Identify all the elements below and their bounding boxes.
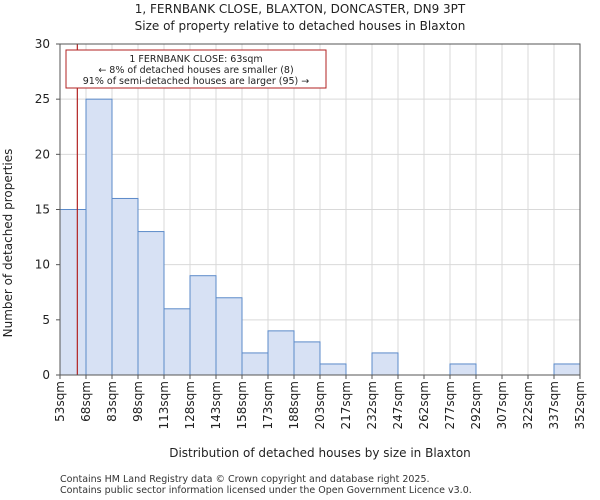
x-tick-label: 173sqm (261, 381, 275, 429)
y-tick-label: 15 (35, 203, 50, 217)
bar (449, 363, 477, 376)
annotation-line: ← 8% of detached houses are smaller (8) (98, 65, 293, 76)
y-tick-labels: 0 5 10 15 20 25 30 (35, 37, 50, 382)
x-tick-label: 232sqm (365, 381, 379, 429)
x-tick-label: 98sqm (131, 381, 145, 422)
x-tick-label: 292sqm (469, 381, 483, 429)
x-tick-label: 203sqm (313, 381, 327, 429)
axes (56, 43, 581, 379)
chart-title-line2: Size of property relative to detached ho… (134, 19, 466, 33)
bar (293, 341, 321, 376)
x-tick-label: 143sqm (209, 381, 223, 429)
bar (553, 363, 581, 376)
annotation-box (65, 49, 327, 89)
bar (137, 231, 165, 376)
bar (85, 98, 113, 376)
x-tick-label: 277sqm (443, 381, 457, 429)
y-tick-label: 5 (42, 313, 50, 327)
x-tick-label: 128sqm (183, 381, 197, 429)
bar (215, 297, 243, 376)
x-tick-label: 337sqm (547, 381, 561, 429)
x-tick-label: 307sqm (495, 381, 509, 429)
annotation-line: 1 FERNBANK CLOSE: 63sqm (129, 54, 262, 65)
x-tick-label: 83sqm (105, 381, 119, 422)
x-axis-label: Distribution of detached houses by size … (169, 446, 471, 460)
x-tick-label: 262sqm (417, 381, 431, 429)
bar (267, 330, 295, 376)
bar (319, 363, 347, 376)
x-tick-labels: 53sqm 68sqm 83sqm 98sqm 113sqm 128sqm 143sqm 15… (53, 381, 587, 429)
y-axis-label: Number of detached properties (1, 149, 15, 338)
property-marker: 1 FERNBANK CLOSE: 63sqm← 8% of detached … (65, 44, 327, 375)
y-tick-label: 0 (42, 368, 50, 382)
x-tick-label: 113sqm (157, 381, 171, 429)
x-tick-label: 53sqm (53, 381, 67, 422)
bar (59, 209, 87, 376)
y-tick-label: 10 (35, 258, 50, 272)
bar (371, 352, 399, 376)
y-tick-label: 25 (35, 92, 50, 106)
bar (189, 275, 217, 376)
x-tick-label: 68sqm (79, 381, 93, 422)
x-tick-label: 188sqm (287, 381, 301, 429)
bar (163, 308, 191, 376)
bars (59, 98, 581, 376)
bar (111, 197, 139, 376)
y-tick-label: 30 (35, 37, 50, 51)
footer-line1: Contains HM Land Registry data © Crown c… (60, 474, 430, 485)
x-tick-label: 247sqm (391, 381, 405, 429)
annotation-line: 91% of semi-detached houses are larger (… (83, 76, 310, 87)
y-tick-label: 20 (35, 147, 50, 161)
x-tick-label: 322sqm (521, 381, 535, 429)
footer-line2: Contains public sector information licen… (60, 485, 472, 496)
x-tick-label: 352sqm (573, 381, 587, 429)
chart-title-line1: 1, FERNBANK CLOSE, BLAXTON, DONCASTER, D… (134, 2, 466, 16)
bar (241, 352, 269, 376)
x-tick-label: 217sqm (339, 381, 353, 429)
x-tick-label: 158sqm (235, 381, 249, 429)
